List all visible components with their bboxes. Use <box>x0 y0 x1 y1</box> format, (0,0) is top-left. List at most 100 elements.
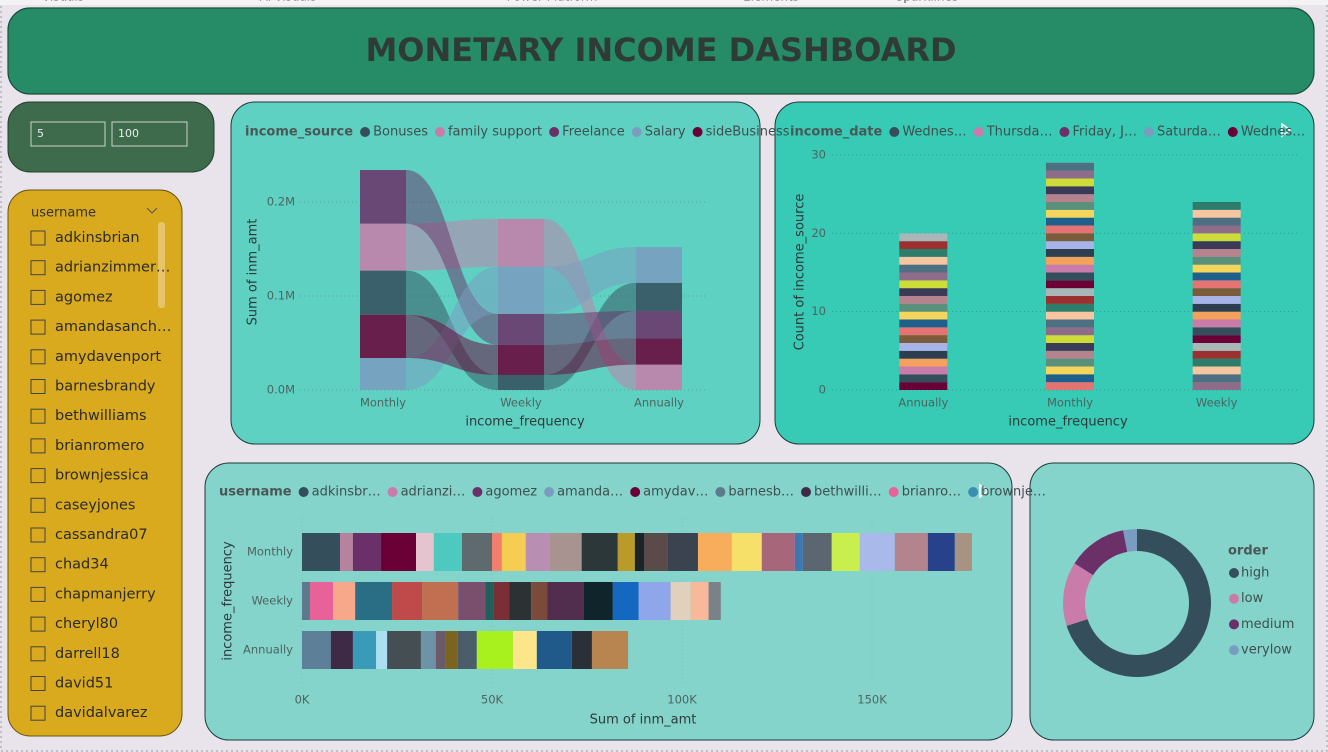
count-segment <box>1046 264 1094 273</box>
slicer-item[interactable]: barnesbrandy <box>55 379 156 395</box>
legend-marker <box>1227 127 1238 137</box>
legend-label: brownje… <box>981 485 1046 500</box>
checkbox[interactable] <box>30 260 46 276</box>
slicer-item[interactable]: cheryl80 <box>55 616 118 632</box>
slicer-item[interactable]: davidalvarez <box>55 705 147 721</box>
count-segment <box>899 288 948 296</box>
slicer-item[interactable]: chad34 <box>55 557 109 573</box>
slicer-item[interactable]: adkinsbrian <box>55 230 140 246</box>
count-segment <box>899 366 948 375</box>
checkbox[interactable] <box>30 557 46 573</box>
bar-segment <box>476 631 513 669</box>
checkbox[interactable] <box>30 468 46 484</box>
dropdown-chevron[interactable] <box>146 207 158 214</box>
count-segment <box>1192 272 1241 281</box>
tab[interactable]: Sparklines <box>896 0 958 4</box>
count-segment <box>1046 366 1094 375</box>
checkbox[interactable] <box>30 289 46 305</box>
count-segment <box>1192 343 1241 351</box>
slicer-item[interactable]: chapmanjerry <box>55 586 156 602</box>
x-tick-label: Annually <box>634 396 684 410</box>
checkbox[interactable] <box>30 230 46 246</box>
header-panel <box>7 7 1315 95</box>
legend-label: Thursda… <box>986 125 1053 140</box>
checkbox[interactable] <box>30 438 46 454</box>
bar-segment <box>571 631 592 669</box>
ribbon-bar <box>636 282 682 312</box>
slicer-item[interactable]: bethwilliams <box>55 408 147 424</box>
y-tick-label: Monthly <box>247 545 293 559</box>
checkbox[interactable] <box>30 705 46 721</box>
tab[interactable]: AI visuals <box>260 0 317 4</box>
legend-marker <box>360 127 371 137</box>
slicer-item[interactable]: darrell18 <box>55 646 120 662</box>
slicer-item[interactable]: brownjessica <box>55 468 149 484</box>
bar-segment <box>697 533 732 571</box>
ribbon <box>544 311 636 345</box>
checkbox[interactable] <box>30 379 46 394</box>
checkbox[interactable] <box>30 408 46 424</box>
legend-label: medium <box>1241 617 1294 632</box>
x-tick-label: 50K <box>481 693 504 707</box>
max-input[interactable] <box>111 121 188 147</box>
tab[interactable]: Elements <box>743 0 799 4</box>
scrollbar[interactable] <box>158 222 165 308</box>
x-tick-label: Monthly <box>1047 396 1093 410</box>
bar-segment <box>309 582 334 620</box>
ribbon-bar <box>360 358 406 390</box>
count-segment <box>1192 225 1241 234</box>
x-tick-label: Weekly <box>1196 396 1238 410</box>
legend-title: order <box>1228 544 1268 559</box>
tab[interactable]: Visuals <box>42 0 84 4</box>
bar-segment <box>512 631 537 669</box>
count-segment <box>1192 327 1241 336</box>
checkbox[interactable] <box>30 616 46 632</box>
slicer-item[interactable]: brianromero <box>55 438 144 454</box>
ribbon-bar <box>498 313 544 345</box>
checkbox[interactable] <box>30 319 46 335</box>
next-arrow[interactable] <box>979 483 990 499</box>
min-input[interactable] <box>30 121 106 147</box>
bar-segment <box>352 533 382 571</box>
checkbox[interactable] <box>30 586 46 602</box>
y-tick-label: Weekly <box>251 594 293 608</box>
bar-segment <box>330 631 353 669</box>
next-arrow[interactable] <box>1281 122 1292 138</box>
bar-segment <box>802 533 832 571</box>
count-segment <box>1192 233 1241 242</box>
y-axis-title: Count of income_source <box>793 194 808 351</box>
checkbox[interactable] <box>30 349 46 365</box>
legend-marker <box>387 487 398 497</box>
bar-segment <box>381 533 416 571</box>
legend-label: low <box>1241 591 1264 606</box>
bar-segment <box>794 533 803 571</box>
slicer-item[interactable]: amandasanch… <box>55 319 171 335</box>
count-segment <box>899 374 948 383</box>
slicer-item[interactable]: adrianzimmer… <box>55 260 170 276</box>
slicer-item[interactable]: agomez <box>55 289 113 305</box>
count-segment <box>899 303 948 312</box>
slicer-item[interactable]: caseyjones <box>55 497 135 513</box>
x-tick-label: 150K <box>857 693 887 707</box>
tab[interactable]: Power Platform <box>507 0 598 4</box>
bar-segment <box>859 533 895 571</box>
count-segment <box>899 382 948 390</box>
checkbox[interactable] <box>30 646 46 662</box>
legend-label: Wednes… <box>1241 125 1305 140</box>
checkbox[interactable] <box>30 676 46 691</box>
checkbox[interactable] <box>30 527 46 543</box>
bar-segment <box>509 582 532 620</box>
count-segment <box>1046 374 1094 383</box>
count-segment <box>899 233 948 242</box>
bar-segment <box>894 533 928 571</box>
legend-title: username <box>219 485 292 500</box>
slicer-item[interactable]: david51 <box>55 676 113 692</box>
slicer-item[interactable]: amydavenport <box>55 349 161 365</box>
y-axis-title: income_frequency <box>221 541 236 661</box>
count-segment <box>1046 382 1094 390</box>
ribbon-bar <box>498 266 544 314</box>
slicer-item[interactable]: cassandra07 <box>55 527 148 543</box>
checkbox[interactable] <box>30 497 46 513</box>
count-segment <box>1046 249 1094 257</box>
